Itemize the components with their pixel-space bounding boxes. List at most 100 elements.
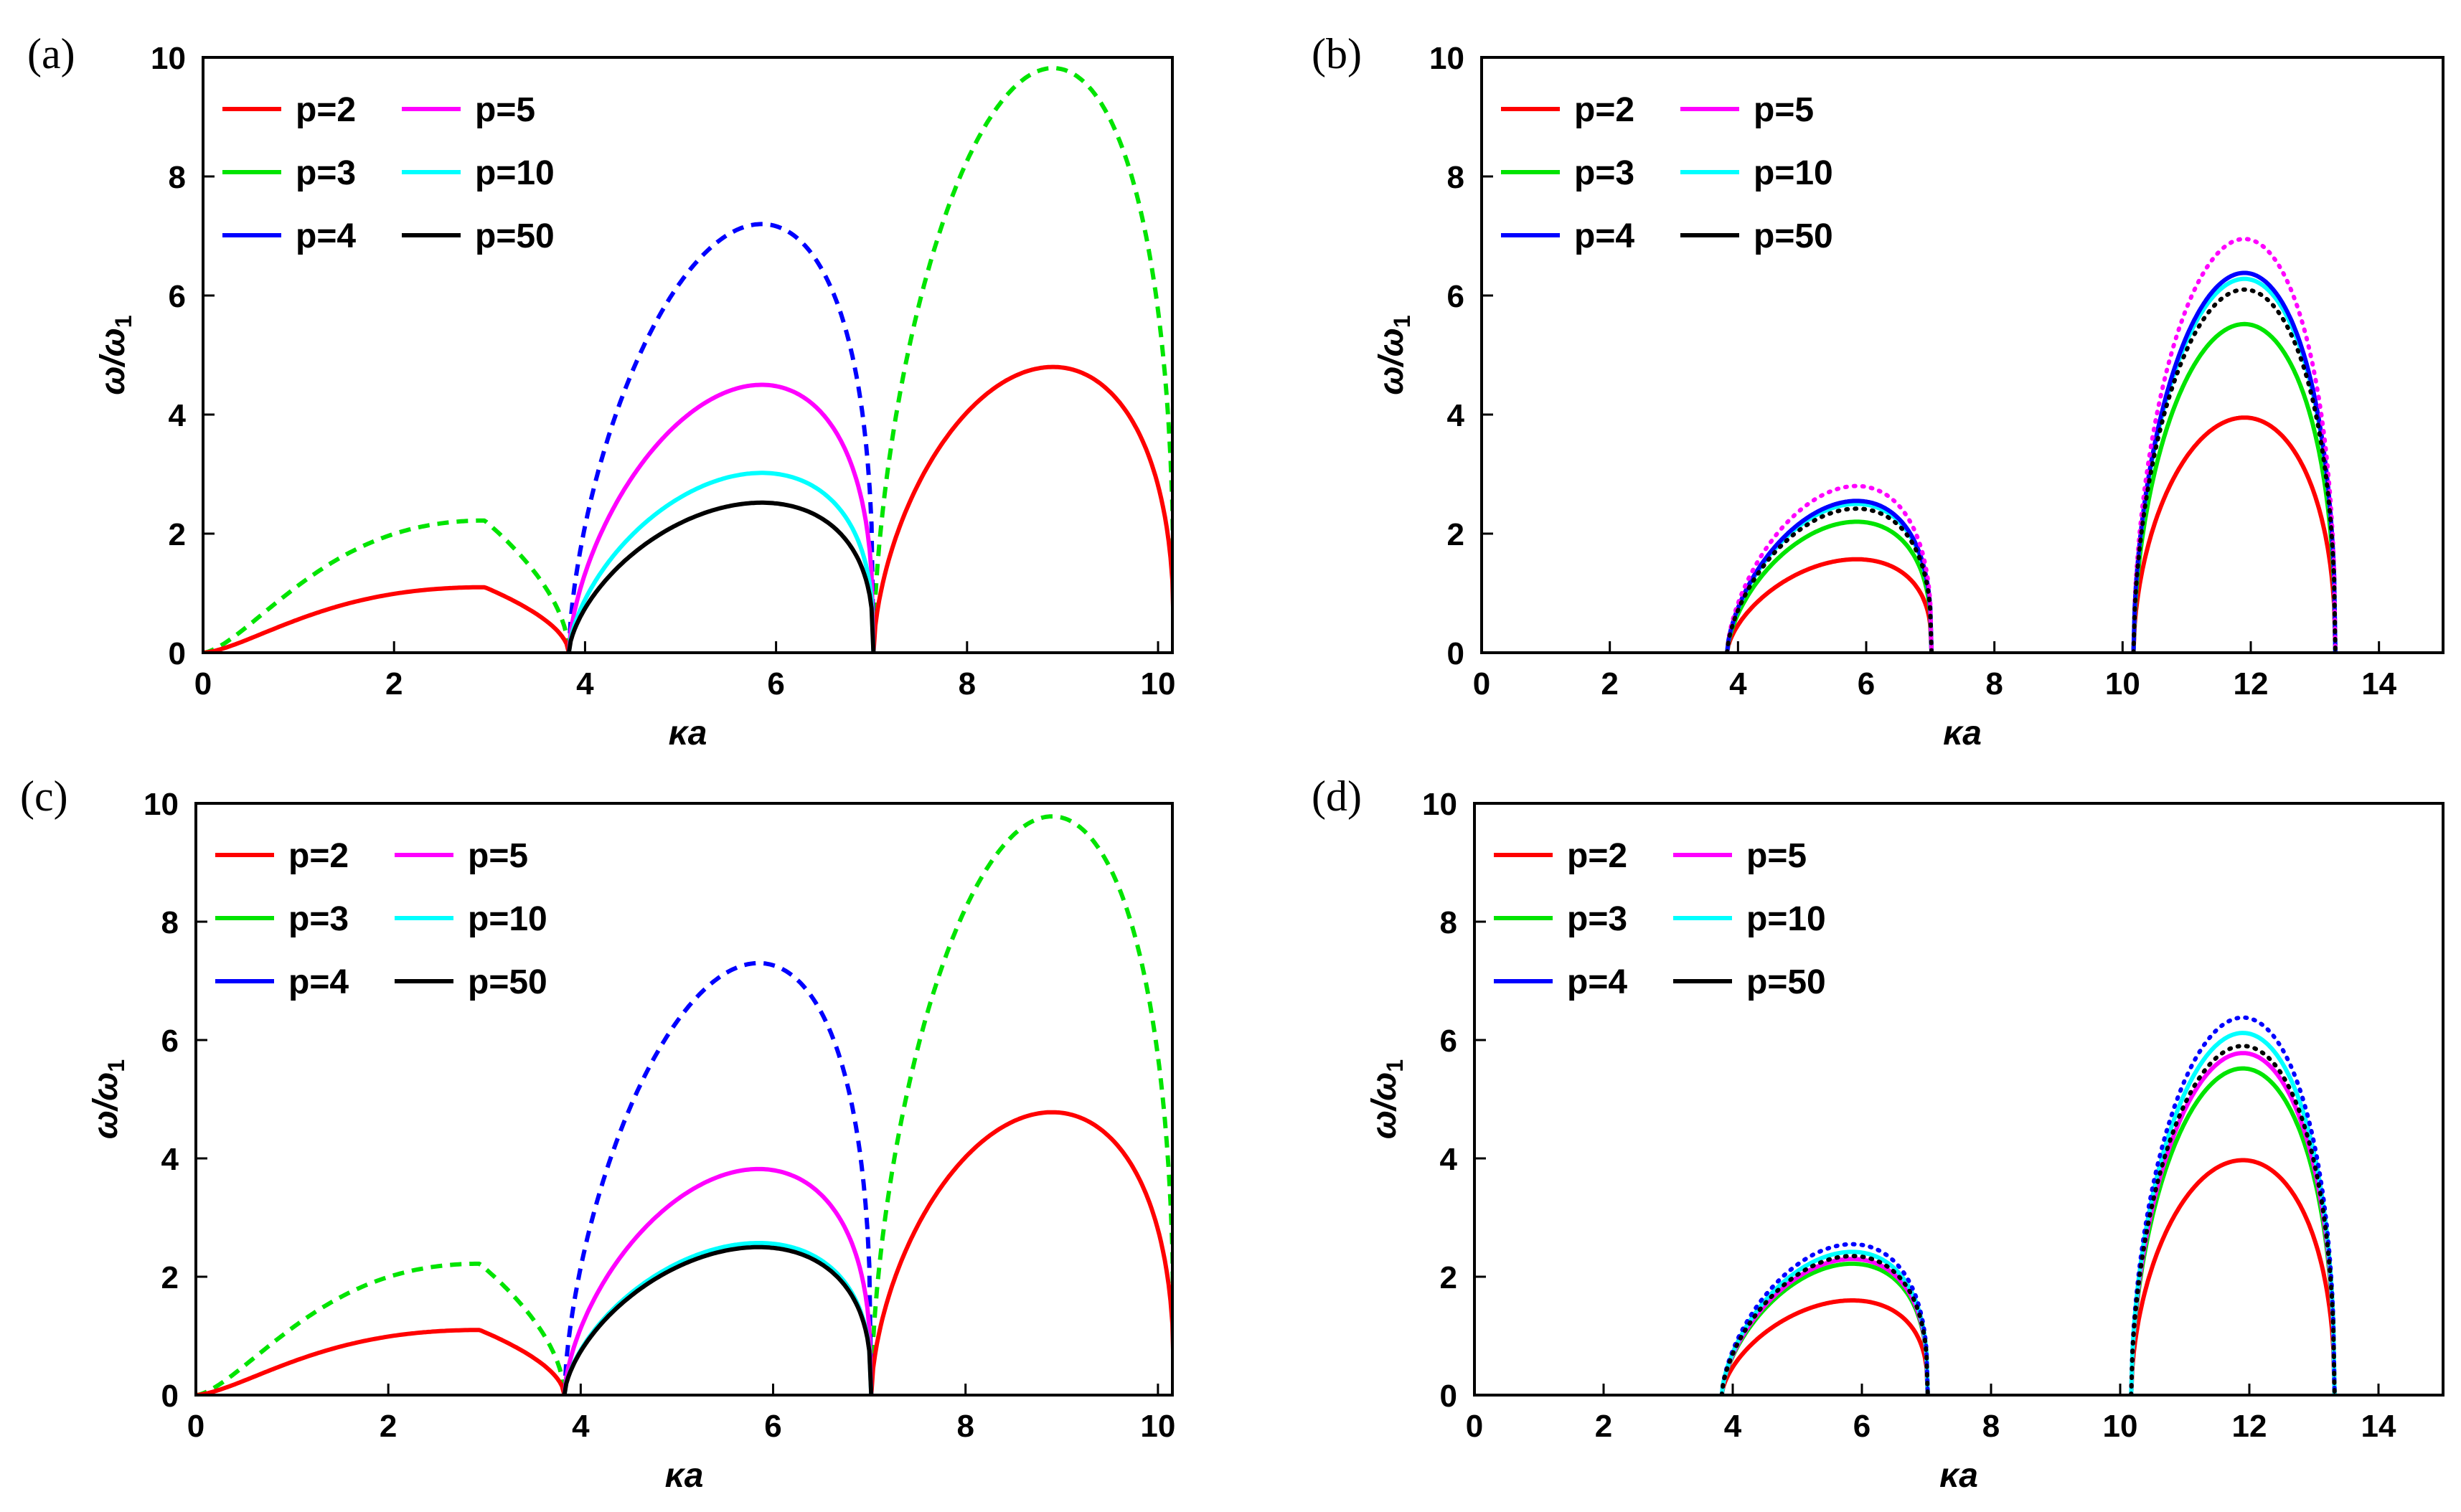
x-tick-label: 4 (1729, 666, 1747, 701)
series-p-3-arch-0 (1725, 519, 1934, 653)
x-tick-label: 6 (767, 666, 784, 701)
series-p-4-dotted--arch-1 (2129, 1015, 2337, 1395)
y-tick-label: 2 (1440, 1260, 1457, 1295)
y-tick-label: 2 (161, 1260, 179, 1295)
x-tick-label: 6 (1858, 666, 1875, 701)
legend-label: p=50 (1746, 963, 1826, 1001)
series-p-5-arch-0 (566, 382, 876, 653)
panel-label: (b) (1312, 30, 1362, 77)
legend-label: p=3 (288, 900, 349, 938)
y-tick-label: 4 (169, 398, 187, 433)
y-tick-label: 8 (169, 160, 186, 195)
legend-label: p=3 (296, 154, 356, 192)
plot-area (1725, 237, 2338, 653)
series-p-2-arch-1 (869, 1110, 1172, 1395)
panel-a: 0 2 4 6 8 100246810κaω/ω1(a)p=2p=3p=4p=5p=10p… (27, 30, 1176, 752)
legend-label: p=4 (1574, 217, 1634, 255)
y-tick-label: 10 (143, 787, 179, 822)
y-axis-label-subscript: 1 (1382, 1059, 1408, 1072)
y-tick-label: 10 (1422, 787, 1457, 822)
series-p-3-arch-1 (2131, 321, 2338, 653)
x-tick-label: 4 (576, 666, 594, 701)
x-tick-label: 2 (385, 666, 403, 701)
y-tick-label: 2 (1447, 517, 1464, 552)
legend-label: p=5 (1754, 91, 1814, 129)
series-p-2-arch-1 (2131, 415, 2338, 653)
legend: p=2 p=3 p=4 p=5 p=10 p=50 (1501, 91, 1833, 255)
x-tick-label: 14 (2361, 666, 2396, 701)
plot-area (203, 66, 1172, 653)
series-p-4-arch-0 (1725, 499, 1934, 653)
series-p-5-arch-0 (1719, 1257, 1930, 1395)
series-p-2-arch-0 (196, 1328, 567, 1395)
plot-frame (202, 56, 1174, 654)
legend-label: p=50 (475, 217, 555, 255)
plot-area (196, 814, 1172, 1395)
x-tick-label: 10 (1140, 1409, 1175, 1444)
x-tick-label: 6 (764, 1409, 781, 1444)
legend-label: p=3 (1574, 154, 1634, 192)
plot-frame (1473, 802, 2444, 1397)
series-p-2-arch-1 (2129, 1158, 2337, 1395)
legend-label: p=10 (1754, 154, 1833, 192)
y-axis-label: ω/ω1 (87, 1059, 129, 1139)
legend-label: p=5 (468, 837, 528, 875)
legend: p=2 p=3 p=4 p=5 p=10 p=50 (222, 91, 555, 255)
y-tick-label: 0 (161, 1379, 179, 1414)
series-p-3-dashed--arch-1 (871, 66, 1172, 653)
x-tick-label: 2 (1595, 1409, 1612, 1444)
series-p-4-dashed--arch-0 (562, 960, 874, 1395)
series-p-5-dotted--arch-0 (1725, 483, 1934, 653)
series-p-50-dotted--arch-0 (1725, 506, 1934, 653)
legend-label: p=2 (1567, 837, 1627, 875)
x-tick-label: 4 (572, 1409, 590, 1444)
y-tick-label: 6 (1440, 1024, 1457, 1059)
series-p-2-arch-1 (871, 364, 1172, 653)
plot-area (1719, 1015, 2337, 1395)
legend-label: p=50 (468, 963, 547, 1001)
x-tick-label: 0 (187, 1409, 204, 1444)
series-p-5-arch-0 (562, 1166, 874, 1395)
y-tick-label: 6 (1447, 279, 1464, 314)
x-tick-label: 0 (194, 666, 212, 701)
legend-label: p=3 (1567, 900, 1627, 938)
series-p-4-dotted--arch-0 (1719, 1242, 1930, 1395)
y-axis-label-main: ω/ω (1365, 1072, 1403, 1139)
series-p-3-dashed--arch-1 (869, 814, 1172, 1395)
series-p-2-arch-0 (1725, 557, 1934, 653)
x-tick-label: 8 (959, 666, 976, 701)
legend-label: p=10 (475, 154, 555, 192)
y-axis-label-main: ω/ω (94, 328, 132, 394)
legend-label: p=2 (1574, 91, 1634, 129)
panel-label: (d) (1312, 772, 1362, 820)
legend: p=2 p=3 p=4 p=5 p=10 p=50 (215, 837, 547, 1001)
y-tick-label: 0 (169, 636, 186, 671)
series-p-3-dashed--arch-0 (196, 1261, 567, 1395)
series-p-2-arch-0 (1719, 1298, 1930, 1395)
x-tick-label: 14 (2361, 1409, 2396, 1444)
x-tick-label: 10 (2105, 666, 2140, 701)
series-p-10-arch-1 (2129, 1031, 2337, 1395)
series-p-3-arch-0 (1719, 1261, 1930, 1395)
legend-label: p=2 (288, 837, 349, 875)
y-axis-label: ω/ω1 (94, 315, 136, 394)
y-tick-label: 0 (1447, 636, 1464, 671)
x-tick-label: 2 (1601, 666, 1618, 701)
legend: p=2 p=3 p=4 p=5 p=10 p=50 (1494, 837, 1826, 1001)
x-tick-label: 0 (1466, 1409, 1483, 1444)
series-p-50-dotted--arch-0 (1719, 1254, 1930, 1395)
series-p-4-arch-1 (2131, 270, 2338, 653)
legend-label: p=4 (296, 217, 356, 255)
series-p-50-dotted--arch-1 (2131, 287, 2338, 653)
x-tick-label: 8 (1982, 1409, 2000, 1444)
x-tick-label: 6 (1853, 1409, 1871, 1444)
panel-label: (c) (20, 772, 68, 820)
panel-label: (a) (27, 30, 75, 77)
x-axis-label: κa (665, 1457, 704, 1495)
x-tick-label: 0 (1473, 666, 1490, 701)
series-p-4-dashed--arch-0 (566, 222, 876, 653)
series-p-3-arch-1 (2129, 1066, 2337, 1395)
x-axis-label: κa (669, 714, 707, 752)
panel-b: 0 2 4 6 8 10 12 140246810κaω/ω1(b)p=2p=3p=4p=5p… (1312, 30, 2444, 752)
series-p-10-arch-0 (1719, 1249, 1930, 1395)
